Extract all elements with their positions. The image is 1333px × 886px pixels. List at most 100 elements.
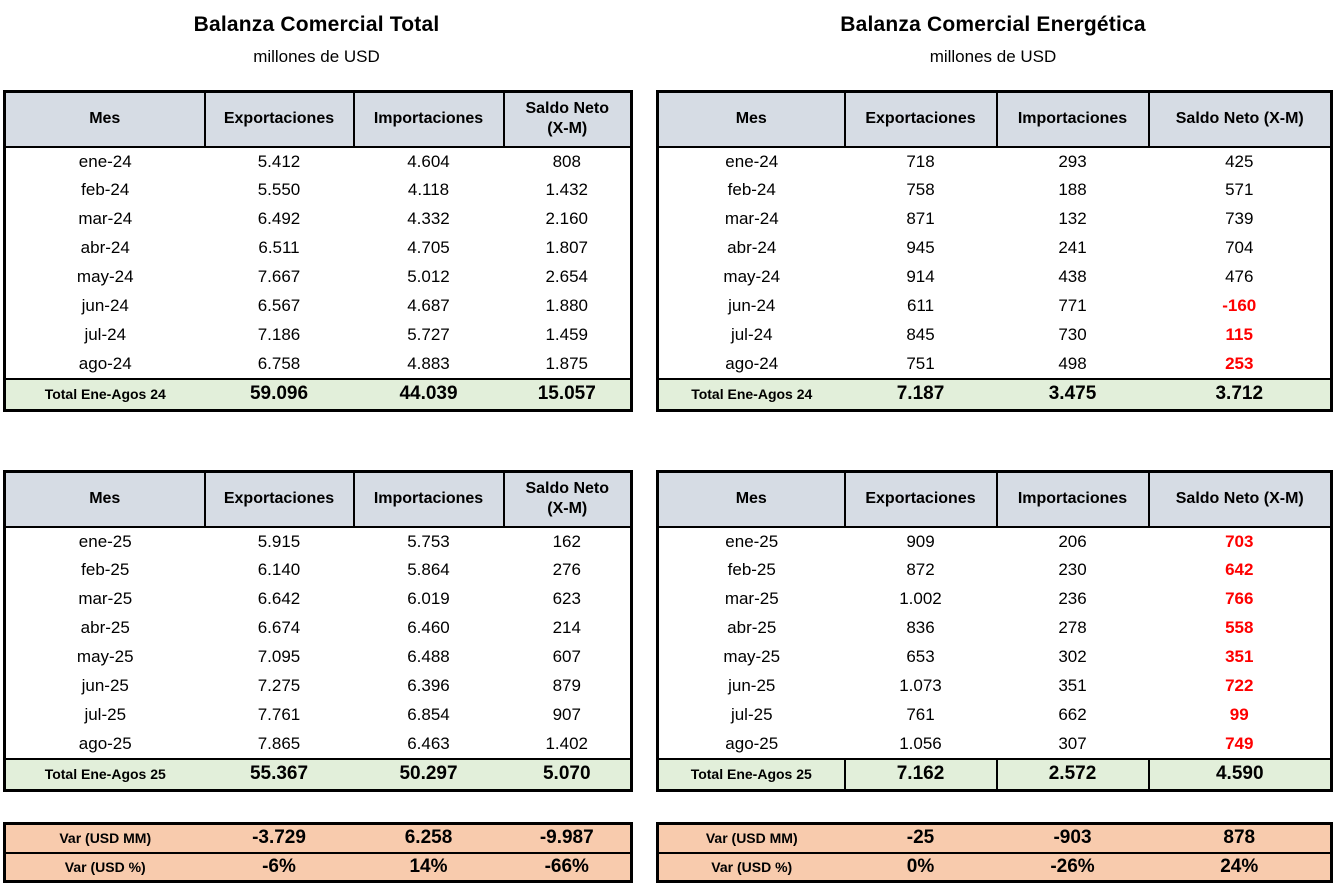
cell-exportaciones: 7.667 bbox=[257, 267, 301, 286]
cell-saldo: 623 bbox=[552, 589, 581, 608]
cell-saldo: 704 bbox=[1225, 238, 1254, 257]
cell-saldo: 162 bbox=[552, 531, 581, 551]
cell-importaciones: 6.463 bbox=[407, 733, 450, 753]
cell-mes: jun-24 bbox=[81, 296, 129, 315]
saldo-line2: (X-M) bbox=[547, 120, 588, 138]
cell-mes: may-24 bbox=[76, 267, 134, 286]
header-mes: Mes bbox=[656, 471, 846, 528]
cell-mes: mar-24 bbox=[78, 209, 133, 228]
cell-mes: jul-25 bbox=[84, 705, 127, 724]
cell-mes: abr-24 bbox=[80, 238, 130, 257]
cell-mes: mar-25 bbox=[724, 589, 779, 608]
cell-mes: abr-25 bbox=[80, 618, 130, 637]
var-row-pct: Var (USD %) 0% -26% 24% bbox=[657, 852, 1332, 882]
table-row: ago-25 7.865 6.463 1.402 bbox=[5, 730, 632, 759]
cell-saldo: 1.459 bbox=[545, 325, 589, 344]
cell-importaciones: 4.687 bbox=[407, 296, 450, 315]
cell-mes: may-24 bbox=[723, 267, 781, 286]
cell-exportaciones: 611 bbox=[906, 296, 935, 315]
panel-subtitle: millones de USD bbox=[929, 47, 1057, 66]
var-row-pct: Var (USD %) -6% 14% -66% bbox=[4, 852, 632, 882]
cell-saldo: 879 bbox=[552, 676, 581, 695]
saldo-line2: (X-M) bbox=[547, 500, 588, 518]
table-row: jun-24 6.567 4.687 1.880 bbox=[5, 292, 632, 321]
cell-exportaciones: 6.511 bbox=[258, 238, 300, 257]
table-row: may-24 914 438 476 bbox=[658, 263, 1332, 292]
table-row: abr-25 836 278 558 bbox=[658, 614, 1332, 643]
cell-mes: jul-25 bbox=[730, 705, 773, 724]
cell-mes: abr-25 bbox=[727, 618, 777, 637]
table-header-row: Mes Exportaciones Importaciones Saldo Ne… bbox=[656, 91, 1333, 148]
total-importaciones: 44.039 bbox=[353, 377, 504, 411]
cell-importaciones: 293 bbox=[1058, 151, 1087, 171]
cell-saldo: -160 bbox=[1222, 296, 1257, 315]
cell-exportaciones: 6.567 bbox=[257, 296, 301, 315]
cell-saldo: 1.880 bbox=[545, 296, 589, 315]
table-row: feb-25 6.140 5.864 276 bbox=[5, 556, 632, 585]
cell-importaciones: 6.019 bbox=[407, 589, 450, 608]
var-exportaciones: -6% bbox=[204, 852, 354, 882]
table-row: ago-24 6.758 4.883 1.875 bbox=[5, 350, 632, 379]
var-saldo: 878 bbox=[1148, 823, 1332, 854]
table-header-row: Mes Exportaciones Importaciones Saldo Ne… bbox=[3, 91, 633, 148]
var-exportaciones: -3.729 bbox=[204, 823, 354, 854]
cell-exportaciones: 1.073 bbox=[899, 676, 942, 695]
cell-importaciones: 5.727 bbox=[407, 325, 450, 344]
cell-exportaciones: 7.275 bbox=[257, 676, 301, 695]
cell-saldo: 115 bbox=[1225, 325, 1253, 344]
trade-table-2024: Mes Exportaciones Importaciones Saldo Ne… bbox=[3, 90, 633, 412]
cell-importaciones: 351 bbox=[1058, 676, 1087, 695]
cell-mes: ene-25 bbox=[78, 531, 132, 551]
cell-importaciones: 241 bbox=[1058, 238, 1087, 257]
cell-exportaciones: 914 bbox=[906, 267, 935, 286]
cell-importaciones: 206 bbox=[1058, 531, 1087, 551]
cell-mes: jun-25 bbox=[728, 676, 776, 695]
header-exportaciones: Exportaciones bbox=[843, 91, 998, 148]
var-importaciones: -903 bbox=[996, 823, 1149, 854]
table-row: jun-25 7.275 6.396 879 bbox=[5, 672, 632, 701]
table-row: ago-24 751 498 253 bbox=[658, 350, 1332, 379]
header-importaciones: Importaciones bbox=[995, 91, 1150, 148]
header-exportaciones: Exportaciones bbox=[203, 471, 355, 528]
cell-saldo: 907 bbox=[552, 705, 581, 724]
table-row: feb-24 758 188 571 bbox=[658, 176, 1332, 205]
header-exportaciones: Exportaciones bbox=[203, 91, 355, 148]
var-exportaciones: -25 bbox=[844, 823, 997, 854]
table-row: ene-24 718 293 425 bbox=[658, 147, 1332, 176]
header-mes: Mes bbox=[656, 91, 846, 148]
cell-importaciones: 498 bbox=[1058, 353, 1087, 373]
cell-exportaciones: 5.412 bbox=[257, 151, 301, 171]
cell-exportaciones: 7.761 bbox=[257, 705, 301, 724]
total-saldo: 15.057 bbox=[503, 377, 632, 411]
total-importaciones: 2.572 bbox=[995, 757, 1149, 791]
cell-mes: jun-24 bbox=[728, 296, 776, 315]
var-label: Var (USD %) bbox=[657, 852, 845, 882]
cell-importaciones: 771 bbox=[1058, 296, 1087, 315]
cell-saldo: 722 bbox=[1225, 676, 1254, 695]
table-header-row: Mes Exportaciones Importaciones Saldo Ne… bbox=[3, 471, 633, 528]
cell-importaciones: 6.488 bbox=[407, 647, 450, 666]
cell-saldo: 351 bbox=[1225, 647, 1254, 666]
cell-importaciones: 4.705 bbox=[407, 238, 450, 257]
cell-exportaciones: 6.492 bbox=[257, 209, 301, 228]
cell-mes: mar-24 bbox=[724, 209, 779, 228]
cell-importaciones: 6.854 bbox=[407, 705, 450, 724]
cell-mes: feb-25 bbox=[727, 560, 776, 579]
total-row: Total Ene-Agos 25 7.162 2.572 4.590 bbox=[657, 757, 1332, 791]
table-row: mar-25 6.642 6.019 623 bbox=[5, 585, 632, 614]
cell-exportaciones: 653 bbox=[906, 647, 935, 666]
var-row-mm: Var (USD MM) -25 -903 878 bbox=[657, 823, 1332, 854]
cell-exportaciones: 7.865 bbox=[257, 733, 301, 753]
var-saldo: -66% bbox=[503, 852, 632, 882]
header-saldo-neto: Saldo Neto (X-M) bbox=[1147, 471, 1333, 528]
cell-saldo: 214 bbox=[552, 618, 581, 637]
cell-exportaciones: 6.674 bbox=[257, 618, 301, 637]
cell-saldo: 739 bbox=[1225, 209, 1254, 228]
cell-exportaciones: 751 bbox=[906, 353, 935, 373]
cell-saldo: 2.160 bbox=[545, 209, 589, 228]
var-importaciones: 14% bbox=[353, 852, 504, 882]
total-saldo: 5.070 bbox=[503, 757, 632, 791]
total-label: Total Ene-Agos 24 bbox=[4, 377, 205, 411]
var-saldo: 24% bbox=[1148, 852, 1332, 882]
cell-mes: feb-24 bbox=[727, 180, 776, 199]
